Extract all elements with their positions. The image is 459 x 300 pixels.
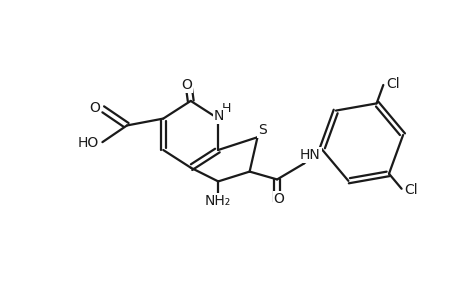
Text: HO: HO bbox=[77, 136, 98, 150]
Text: N: N bbox=[213, 109, 224, 123]
Text: O: O bbox=[181, 78, 192, 92]
Text: H: H bbox=[221, 102, 230, 115]
Text: Cl: Cl bbox=[386, 77, 399, 91]
Text: S: S bbox=[257, 123, 266, 137]
Text: Cl: Cl bbox=[404, 183, 417, 197]
Text: O: O bbox=[273, 192, 284, 206]
Text: O: O bbox=[89, 101, 100, 115]
Text: HN: HN bbox=[299, 148, 320, 162]
Text: NH₂: NH₂ bbox=[205, 194, 231, 208]
